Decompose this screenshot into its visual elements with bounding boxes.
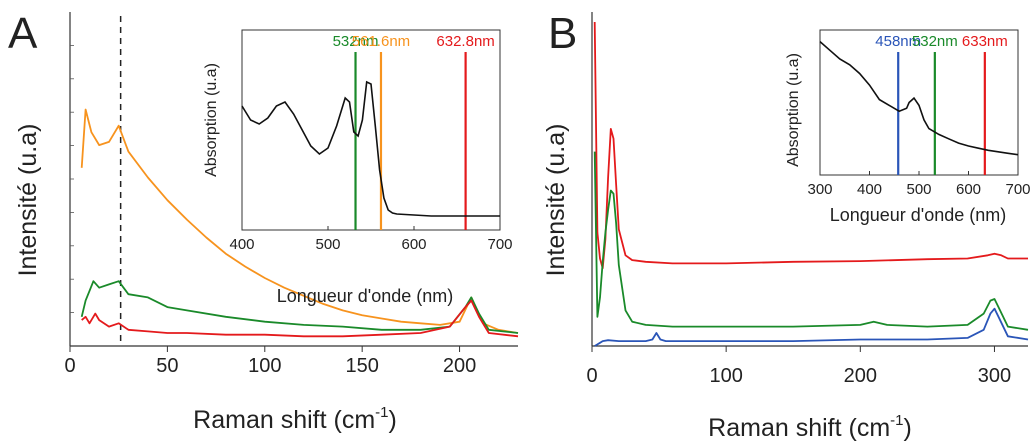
- inset-laser-label-2: 633nm: [962, 33, 1008, 50]
- panel-b-inset-x-axis-label: Longueur d'onde (nm): [830, 205, 1007, 225]
- panel-b-inset: Absorption (u.a) Longueur d'onde (nm) 30…: [785, 29, 1031, 225]
- series-line-2: [81, 299, 519, 338]
- x-tick-label: 100: [709, 365, 742, 387]
- x-tick-label: 150: [345, 355, 378, 377]
- x-tick-label: 200: [443, 355, 476, 377]
- inset-absorption-curve: [819, 40, 1019, 156]
- panel-b-inset-y-axis-label: Absorption (u.a): [785, 53, 802, 167]
- panel-a-x-axis-label: Raman shift (cm-1): [193, 404, 397, 434]
- panel-a-y-axis-label: Intensité (u.a): [14, 124, 42, 277]
- x-tick-label: 0: [64, 355, 75, 377]
- inset-x-tick-label: 700: [1005, 181, 1030, 198]
- inset-x-tick-label: 700: [487, 236, 512, 253]
- series-line-1: [593, 151, 1029, 331]
- panel-a-inset: Absorption (u.a) Longueur d'onde (nm) 40…: [203, 29, 513, 306]
- x-tick-label: 0: [586, 365, 597, 387]
- inset-x-tick-label: 500: [315, 236, 340, 253]
- panel-b-plot: 0 100 200 300: [586, 12, 1029, 387]
- inset-frame: [241, 29, 501, 231]
- panel-a-inset-x-axis-label: Longueur d'onde (nm): [277, 286, 454, 306]
- x-tick-label: 300: [978, 365, 1011, 387]
- panel-b-y-axis-label: Intensité (u.a): [542, 124, 570, 277]
- x-tick-label: 200: [844, 365, 877, 387]
- panel-a-plot: 0 50 100 150 200: [64, 12, 519, 377]
- inset-laser-label-0: 458nm: [875, 33, 921, 50]
- x-tick-label: 50: [156, 355, 178, 377]
- inset-x-tick-label: 600: [401, 236, 426, 253]
- series-line-2: [594, 307, 1029, 347]
- inset-laser-label-2: 632.8nm: [436, 33, 494, 50]
- inset-x-tick-label: 400: [857, 181, 882, 198]
- inset-x-tick-label: 400: [229, 236, 254, 253]
- panel-a: A Intensité (u.a) Raman shift (cm-1) 0 50…: [8, 9, 519, 434]
- inset-laser-label-0: 532nm: [333, 33, 379, 50]
- inset-laser-label-1: 532nm: [912, 33, 958, 50]
- series-line-0: [80, 108, 519, 334]
- x-tick-label: 100: [248, 355, 281, 377]
- inset-laser-label-1: 561.6nm: [352, 33, 410, 50]
- panel-b-letter: B: [548, 9, 577, 58]
- panel-b-x-axis-label: Raman shift (cm-1): [708, 412, 912, 442]
- panel-a-inset-y-axis-label: Absorption (u.a): [203, 63, 220, 177]
- inset-x-tick-label: 500: [906, 181, 931, 198]
- inset-absorption-curve: [241, 80, 500, 217]
- panel-a-letter: A: [8, 9, 38, 58]
- inset-x-tick-label: 600: [956, 181, 981, 198]
- inset-x-tick-label: 300: [807, 181, 832, 198]
- inset-frame: [819, 29, 1019, 176]
- panel-b: B Intensité (u.a) Raman shift (cm-1) 0 10…: [542, 9, 1031, 442]
